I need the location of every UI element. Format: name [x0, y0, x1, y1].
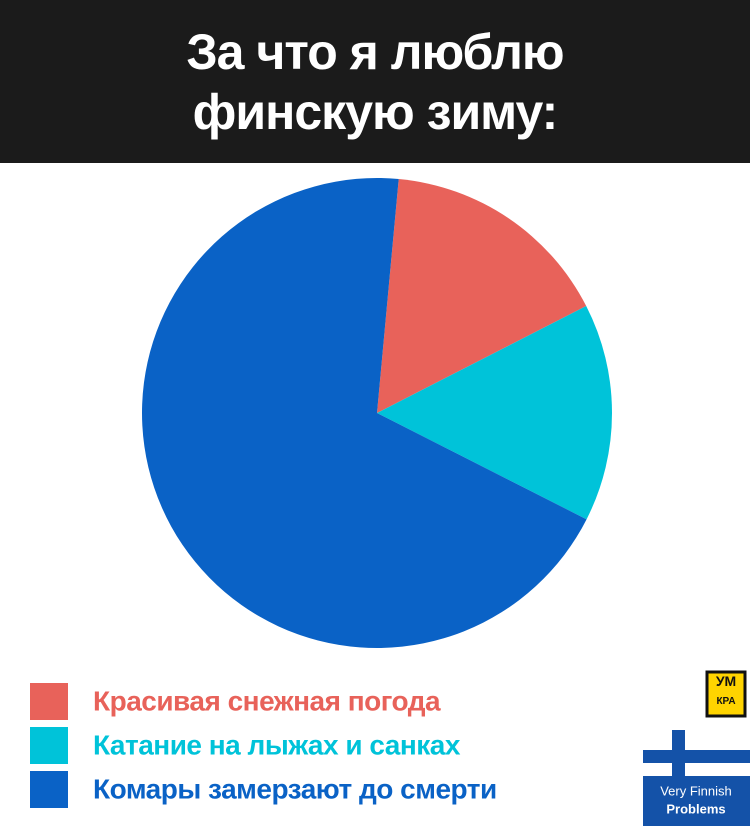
pie-slice — [377, 305, 612, 520]
legend-label: Катание на лыжах и санках — [93, 729, 461, 760]
flag-cross — [643, 750, 750, 763]
pie-slice — [142, 178, 587, 649]
legend: Красивая снежная погода Катание на лыжах … — [30, 683, 497, 808]
logo-box — [705, 670, 747, 718]
pie — [142, 178, 612, 649]
legend-label: Красивая снежная погода — [93, 685, 441, 716]
header: За что я люблю финскую зиму: — [0, 0, 750, 163]
flag-band — [643, 776, 750, 826]
logo-text: УМ — [716, 673, 736, 689]
chart-title: За что я люблю финскую зиму: — [186, 23, 564, 140]
flag-logo: Very Finnish Problems — [643, 730, 750, 826]
legend-label: Комары замерзают до смерти — [93, 773, 497, 804]
flag-cross — [672, 730, 685, 776]
pie-slice — [377, 179, 587, 413]
legend-swatch — [30, 727, 68, 764]
flag-text: Problems — [666, 801, 725, 816]
umkra-logo: УМ КРА — [705, 670, 747, 718]
logo-text: КРА — [716, 696, 735, 707]
legend-swatch — [30, 683, 68, 720]
legend-swatch — [30, 771, 68, 808]
flag-text: Very Finnish — [660, 783, 732, 798]
